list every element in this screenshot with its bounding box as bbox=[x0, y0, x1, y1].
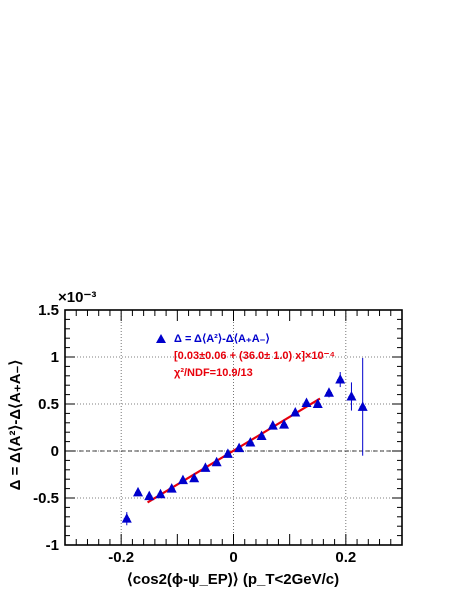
x-tick-label: -0.2 bbox=[108, 549, 134, 566]
data-point bbox=[144, 490, 155, 501]
data-point bbox=[211, 456, 222, 467]
data-point bbox=[245, 437, 256, 447]
triangle-marker bbox=[189, 472, 200, 483]
y-multiplier-label: ×10⁻³ bbox=[58, 289, 96, 306]
data-point bbox=[177, 474, 188, 485]
legend-marker-icon bbox=[156, 334, 166, 343]
triangle-marker bbox=[144, 490, 155, 501]
triangle-marker bbox=[335, 374, 346, 384]
data-point bbox=[346, 382, 357, 411]
triangle-marker bbox=[234, 442, 245, 453]
legend: Δ = Δ⟨A²⟩-Δ⟨A₊A₋⟩ [0.03±0.06 + (36.0± 1.… bbox=[156, 333, 335, 379]
legend-series-label: Δ = Δ⟨A²⟩-Δ⟨A₊A₋⟩ bbox=[174, 333, 270, 345]
triangle-marker bbox=[155, 488, 166, 499]
triangle-marker bbox=[357, 401, 368, 411]
data-point bbox=[267, 420, 278, 430]
data-point bbox=[200, 462, 211, 472]
triangle-marker bbox=[177, 474, 188, 485]
x-axis-title: ⟨cos2(ϕ-ψ_EP)⟩ (p_T<2GeV/c) bbox=[127, 571, 339, 588]
y-tick-label: 1.5 bbox=[38, 302, 59, 319]
triangle-marker bbox=[121, 513, 132, 523]
tick-labels: -0.2 0 0.2 -1 -0.5 0 0.5 1 1.5 bbox=[33, 302, 356, 566]
chi2-label: χ²/NDF=10.9/13 bbox=[174, 367, 253, 379]
triangle-marker bbox=[222, 448, 233, 458]
triangle-marker bbox=[166, 483, 177, 493]
data-point bbox=[121, 512, 132, 526]
data-point bbox=[335, 372, 346, 388]
data-point bbox=[133, 486, 144, 497]
triangle-marker bbox=[323, 387, 334, 397]
data-point bbox=[312, 398, 323, 408]
data-point bbox=[155, 488, 166, 499]
data-point bbox=[189, 472, 200, 483]
triangle-marker bbox=[133, 486, 144, 497]
triangle-marker bbox=[256, 430, 267, 440]
triangle-marker bbox=[200, 462, 211, 472]
data-point bbox=[290, 406, 301, 417]
y-tick-label: -0.5 bbox=[33, 490, 59, 507]
triangle-marker bbox=[279, 419, 290, 429]
y-tick-label: -1 bbox=[46, 537, 59, 554]
y-tick-label: 0 bbox=[51, 443, 59, 460]
x-tick-label: 0 bbox=[229, 549, 237, 566]
axis-ticks bbox=[65, 309, 402, 546]
triangle-marker bbox=[267, 420, 278, 430]
x-tick-label: 0.2 bbox=[335, 549, 356, 566]
data-point bbox=[301, 397, 312, 408]
triangle-marker bbox=[245, 437, 256, 447]
data-points bbox=[121, 357, 368, 526]
fit-parameters-label: [0.03±0.06 + (36.0± 1.0) x]×10⁻⁴ bbox=[174, 350, 335, 362]
triangle-marker bbox=[312, 398, 323, 408]
triangle-marker bbox=[211, 456, 222, 467]
data-point bbox=[166, 483, 177, 493]
y-tick-label: 1 bbox=[51, 349, 59, 366]
triangle-marker bbox=[301, 397, 312, 408]
triangle-marker bbox=[346, 390, 357, 401]
triangle-marker bbox=[290, 406, 301, 417]
data-point bbox=[256, 430, 267, 440]
y-axis-title: Δ = Δ⟨A²⟩-Δ⟨A₊A₋⟩ bbox=[7, 360, 24, 491]
data-point bbox=[357, 357, 368, 456]
data-point bbox=[323, 387, 334, 398]
data-point bbox=[234, 442, 245, 453]
data-point bbox=[279, 419, 290, 429]
y-tick-label: 0.5 bbox=[38, 396, 59, 413]
data-point bbox=[222, 448, 233, 458]
